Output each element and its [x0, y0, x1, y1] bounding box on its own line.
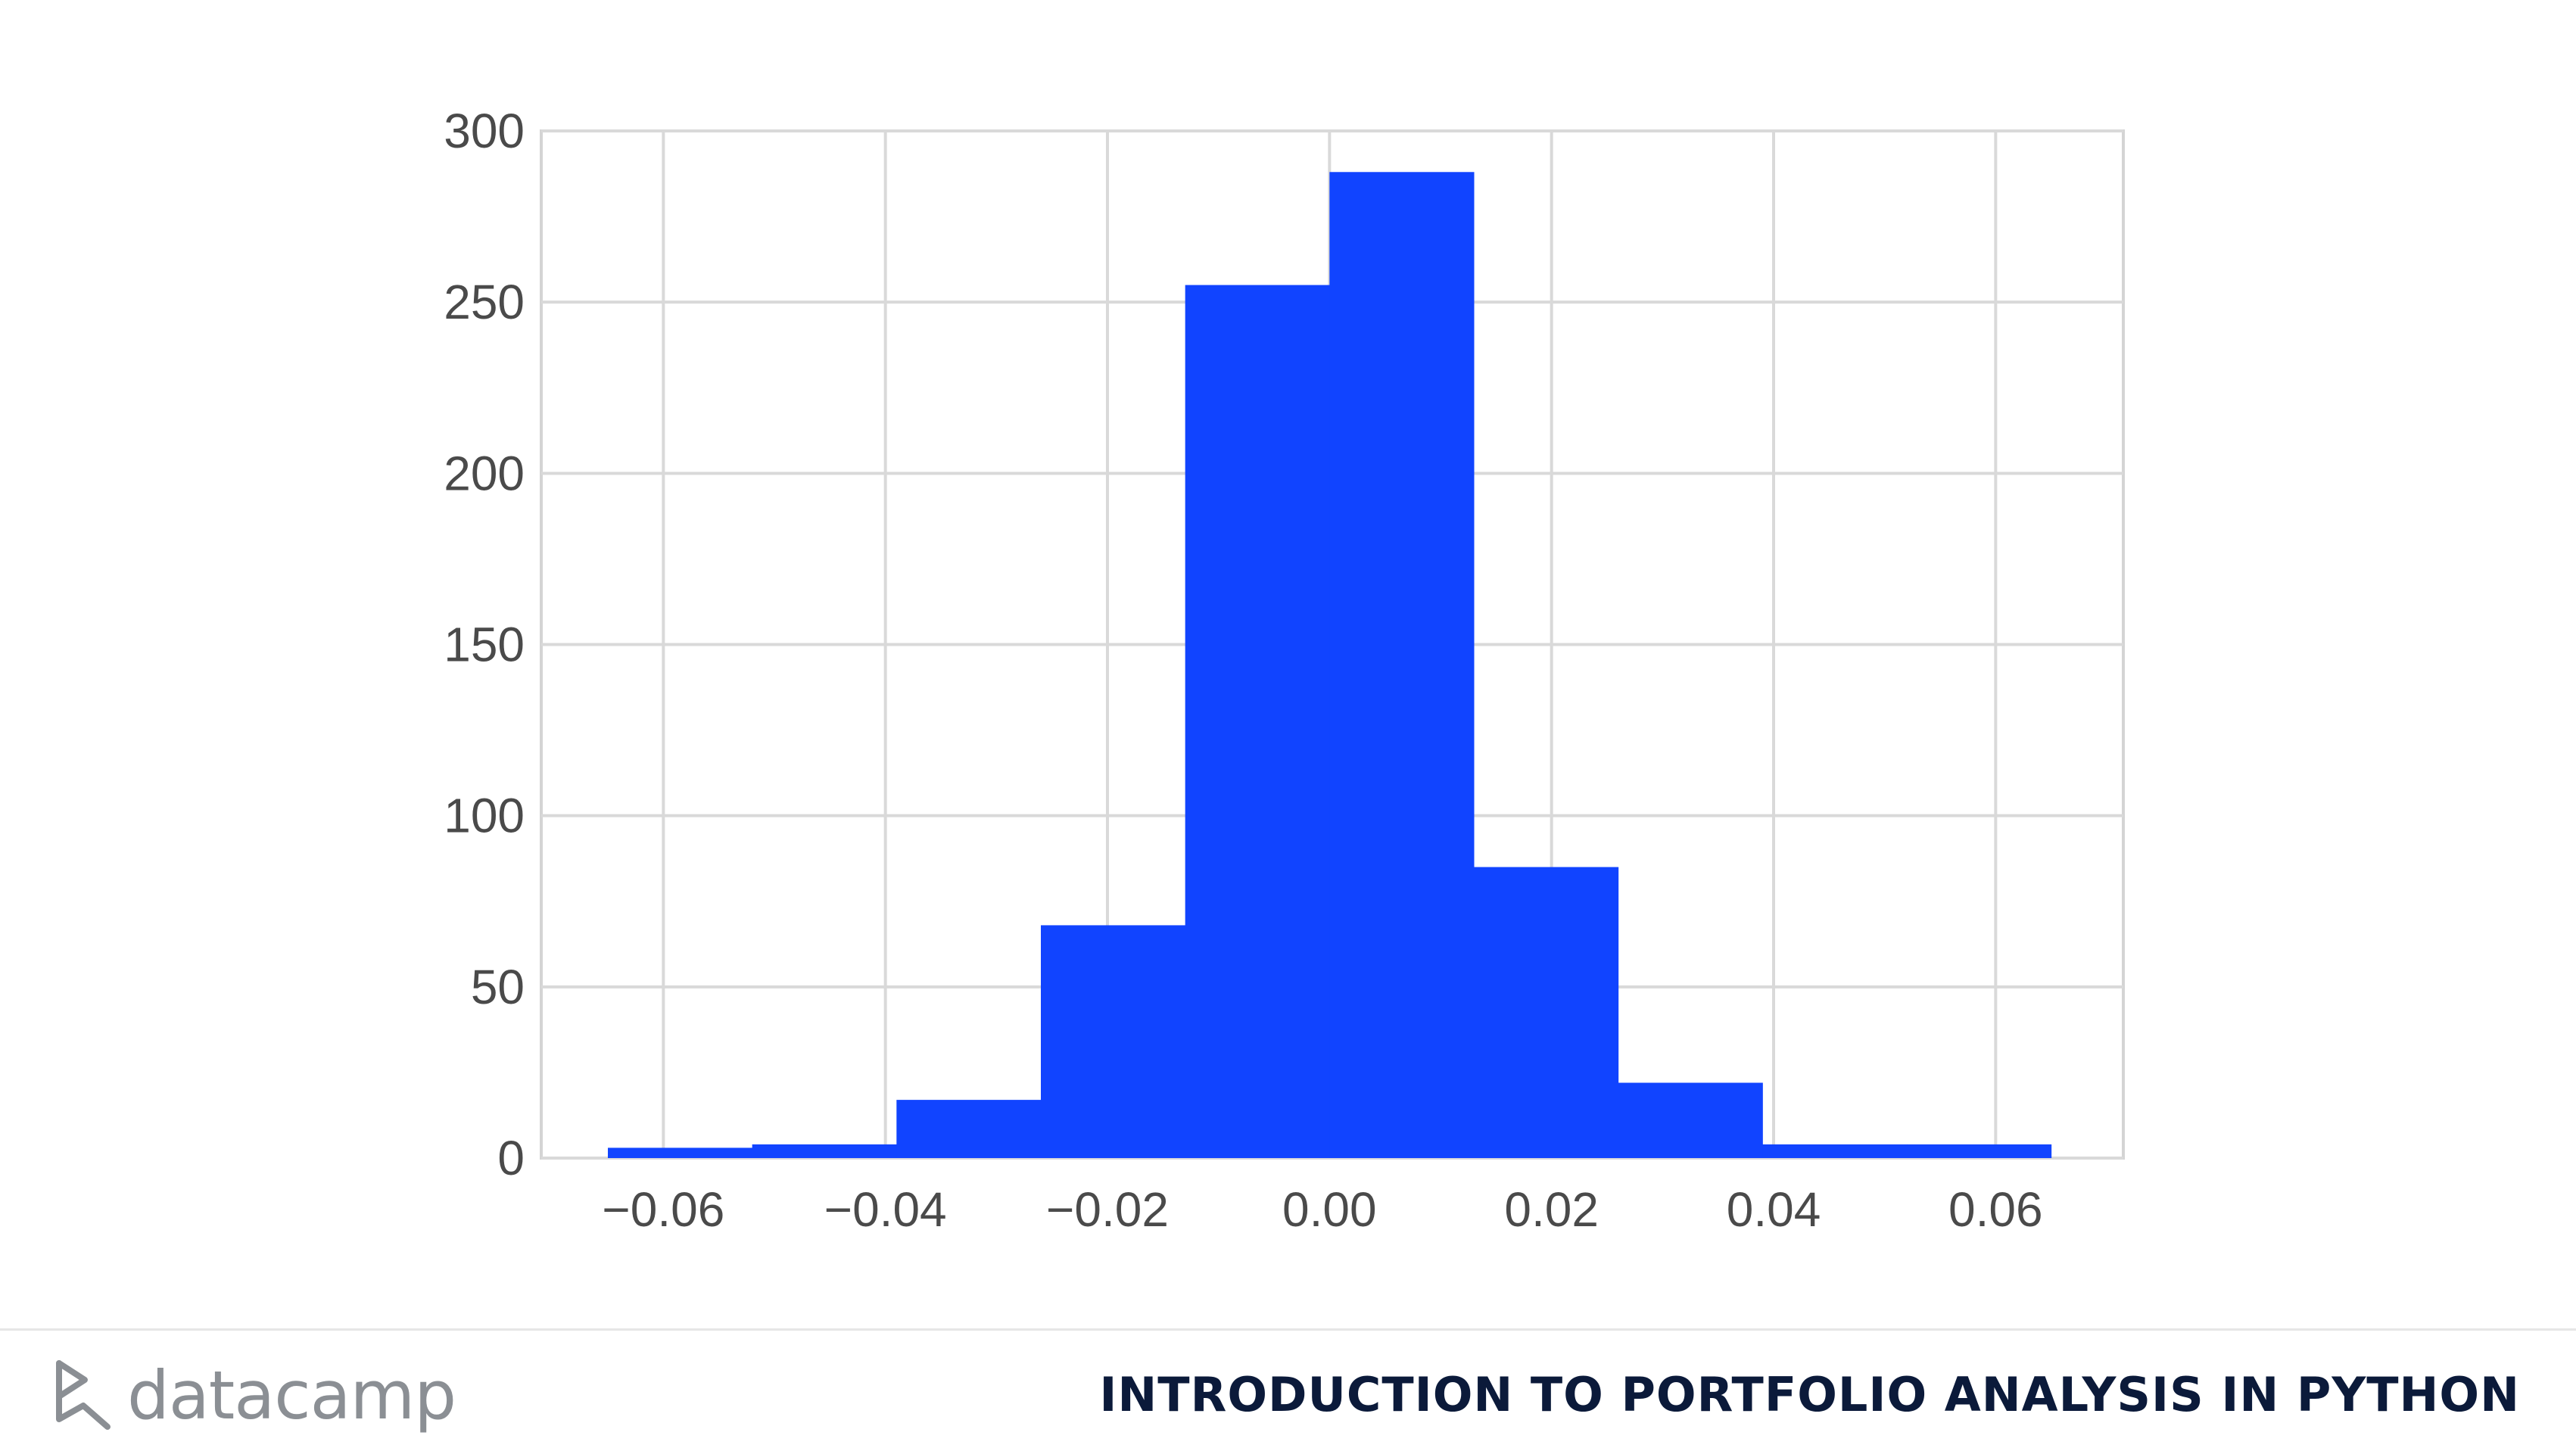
slide-footer: datacamp INTRODUCTION TO PORTFOLIO ANALY… [0, 1328, 2576, 1451]
y-tick-label: 300 [444, 104, 525, 158]
y-tick-label: 50 [471, 960, 525, 1014]
histogram-bar [896, 1100, 1042, 1158]
histogram-bar [608, 1147, 753, 1158]
histogram-bar [1041, 925, 1186, 1158]
course-title: INTRODUCTION TO PORTFOLIO ANALYSIS IN PY… [1099, 1367, 2520, 1422]
datacamp-logo-icon [56, 1360, 111, 1430]
x-tick-label: 0.02 [1504, 1182, 1599, 1237]
y-tick-label: 250 [444, 275, 525, 329]
histogram-bar [1329, 172, 1475, 1158]
logo-text: datacamp [127, 1356, 456, 1434]
histogram-bars [608, 172, 2052, 1158]
y-axis-tick-labels: 0 50 100 150 200 250 300 [444, 104, 525, 1185]
y-tick-label: 150 [444, 618, 525, 672]
x-tick-label: 0.04 [1727, 1182, 1821, 1237]
histogram-bar [752, 1144, 897, 1158]
histogram-chart: −0.06 −0.04 −0.02 0.00 0.02 0.04 0.06 0 50 100 15… [444, 104, 2125, 1237]
y-tick-label: 100 [444, 789, 525, 843]
datacamp-logo: datacamp [53, 1353, 456, 1437]
histogram-bar [1762, 1144, 1908, 1158]
y-tick-label: 0 [497, 1131, 525, 1185]
x-tick-label: −0.04 [824, 1182, 947, 1237]
histogram-bar [1474, 867, 1619, 1158]
x-tick-label: −0.06 [602, 1182, 724, 1237]
x-tick-label: 0.00 [1282, 1182, 1377, 1237]
x-tick-label: 0.06 [1948, 1182, 2043, 1237]
histogram-bar [1618, 1082, 1763, 1158]
x-tick-label: −0.02 [1046, 1182, 1169, 1237]
histogram-bar [1907, 1144, 2052, 1158]
histogram-bar [1185, 285, 1330, 1158]
y-tick-label: 200 [444, 446, 525, 500]
x-axis-tick-labels: −0.06 −0.04 −0.02 0.00 0.02 0.04 0.06 [602, 1182, 2042, 1237]
